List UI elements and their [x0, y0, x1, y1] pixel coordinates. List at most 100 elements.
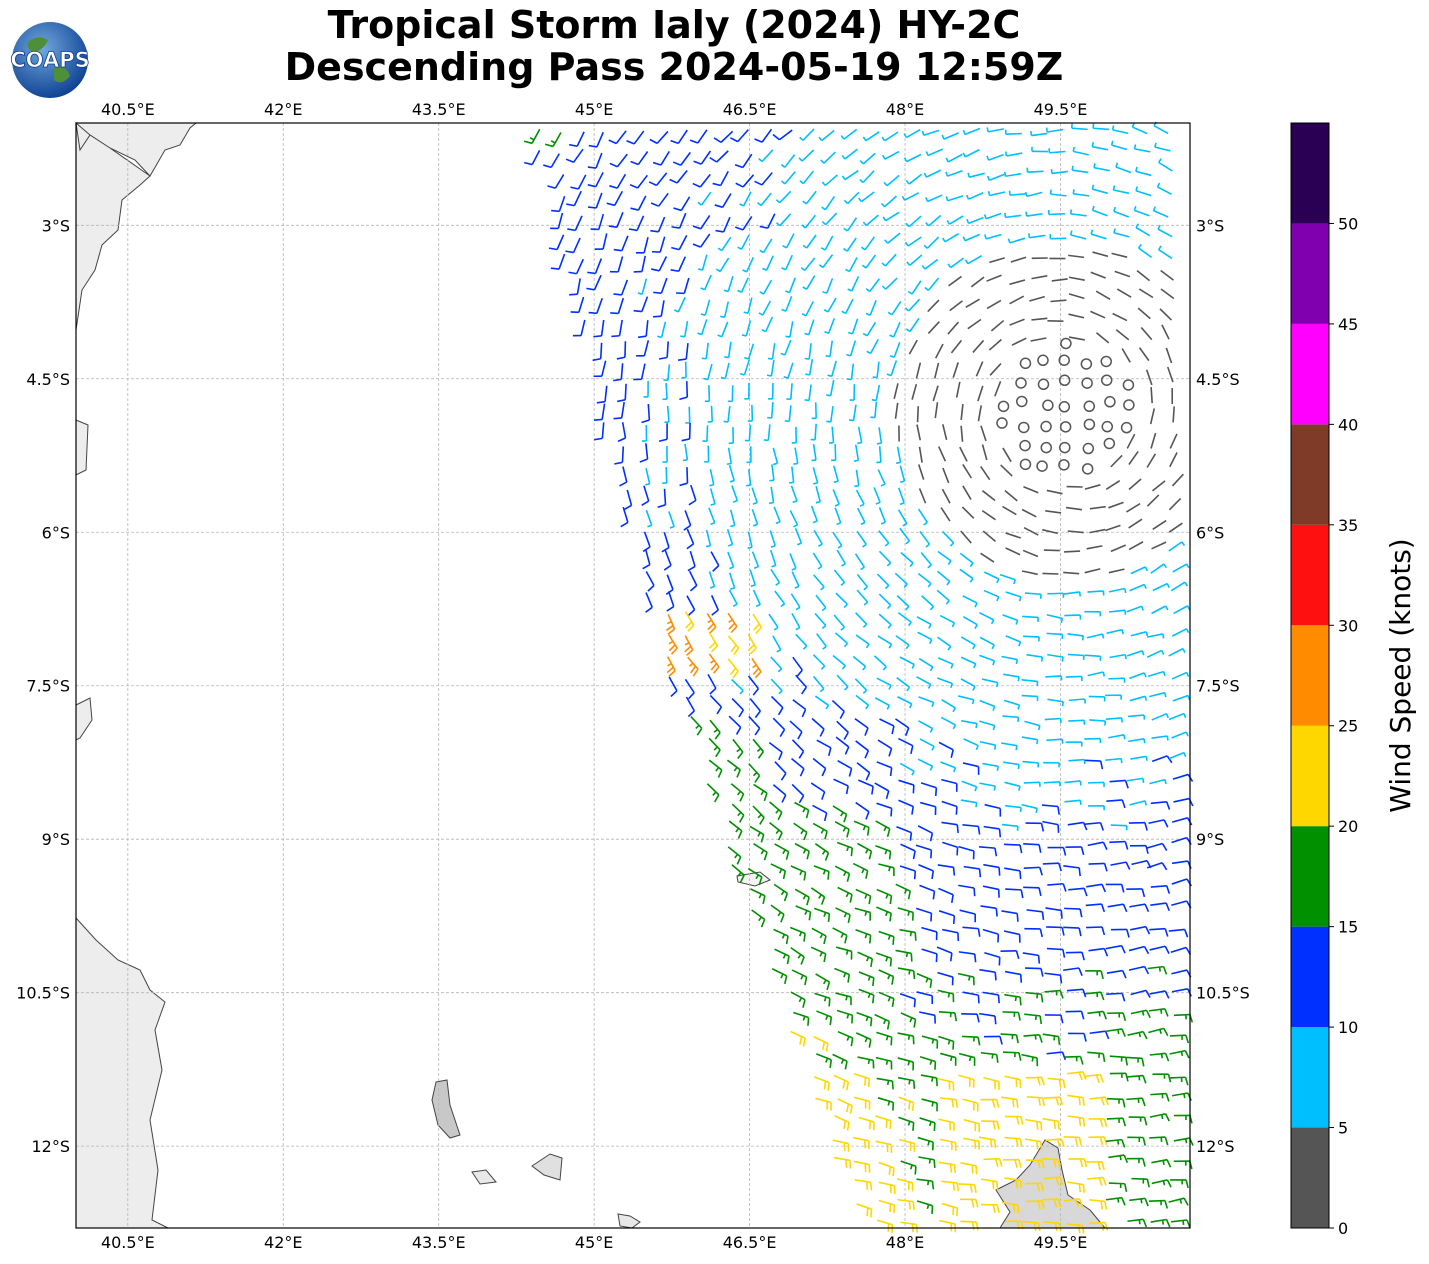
wind-barb [671, 235, 688, 251]
wind-barb [1171, 473, 1184, 487]
wind-barb [1126, 1097, 1146, 1107]
wind-barb [1022, 760, 1040, 768]
wind-barb [875, 844, 892, 860]
wind-barb [994, 381, 1002, 397]
wind-barb [986, 153, 1004, 161]
wind-barb [1021, 570, 1038, 576]
wind-barb [572, 319, 586, 337]
lat-tick-label-left: 10.5°S [16, 984, 70, 1003]
wind-barb [717, 321, 729, 338]
wind-barb [1051, 278, 1068, 282]
calm-wind-marker [1103, 437, 1116, 450]
wind-barb [919, 530, 931, 548]
wind-barb [692, 215, 711, 230]
wind-barb [1150, 800, 1171, 810]
calm-wind-marker [1083, 418, 1096, 431]
wind-barb [633, 296, 649, 313]
wind-barb [933, 362, 940, 379]
wind-barb [793, 1011, 810, 1026]
wind-barb [593, 360, 607, 378]
wind-barb [896, 595, 910, 611]
wind-barb [878, 550, 892, 567]
wind-barb [727, 658, 739, 679]
wind-barb [826, 405, 834, 423]
wind-barb [962, 1035, 981, 1046]
wind-barb [1084, 568, 1101, 574]
wind-barb [858, 988, 875, 1004]
wind-barb [1004, 490, 1018, 502]
wind-barb [1112, 312, 1128, 322]
wind-barb [752, 805, 765, 825]
colorbar-bin [1291, 1127, 1329, 1228]
wind-barb [780, 339, 792, 356]
wind-barb [783, 362, 794, 379]
wind-barb [1169, 452, 1178, 468]
wind-barb [1091, 142, 1109, 151]
wind-barb [1126, 605, 1144, 613]
wind-barb [854, 612, 868, 628]
wind-barb [982, 928, 1000, 943]
wind-barb [1126, 1056, 1145, 1067]
wind-barb [550, 253, 566, 270]
wind-barb [771, 968, 788, 985]
wind-barb [972, 339, 985, 353]
wind-barb [1090, 271, 1106, 279]
colorbar-tick-label: 15 [1338, 918, 1358, 937]
wind-barb [1129, 903, 1150, 913]
wind-barb [899, 993, 916, 1008]
wind-barb [872, 361, 880, 379]
wind-barb [833, 778, 849, 795]
grande-comore-island [431, 1079, 461, 1139]
wind-barb [1047, 698, 1064, 707]
wind-barb [879, 718, 895, 735]
wind-barb [773, 506, 781, 525]
wind-barb [636, 340, 650, 357]
colorbar-tick-label: 10 [1338, 1018, 1358, 1037]
wind-barb [714, 193, 732, 209]
wind-barb [941, 132, 959, 140]
wind-barb [1089, 505, 1106, 510]
wind-barb [766, 359, 775, 377]
wind-barb [965, 191, 984, 200]
wind-barb [1026, 1159, 1045, 1169]
wind-barb [1065, 741, 1083, 747]
wind-barb [737, 277, 749, 293]
wind-barb [848, 404, 857, 422]
wind-barb [811, 443, 817, 462]
wind-barb [1095, 332, 1110, 344]
wind-barb [1066, 1223, 1085, 1234]
wind-barb [1150, 1092, 1170, 1102]
wind-barb [900, 552, 914, 568]
wind-barb [1128, 518, 1143, 529]
wind-barb [889, 341, 901, 359]
wind-barb [812, 467, 819, 485]
wind-barb [887, 300, 902, 316]
wind-barb [852, 862, 869, 879]
wind-barb [731, 678, 744, 695]
lat-tick-label-left: 9°S [42, 830, 70, 849]
wind-barb [1084, 759, 1104, 770]
wind-barb [919, 1056, 937, 1070]
wind-barb [1171, 671, 1190, 680]
wind-barb [858, 1116, 875, 1131]
wind-barb [1022, 952, 1041, 964]
wind-barb [920, 552, 932, 569]
wind-barb [1009, 318, 1025, 326]
wind-barb [1146, 633, 1165, 639]
wind-barb [1172, 406, 1175, 423]
wind-barb [811, 717, 825, 737]
wind-barb [744, 382, 750, 400]
wind-barb [588, 297, 603, 315]
wind-barb [703, 363, 713, 381]
wind-barb [790, 593, 801, 611]
wind-barb [1005, 888, 1024, 899]
wind-barb [987, 190, 1006, 197]
wind-barb [1005, 591, 1022, 602]
colorbar-bin [1291, 926, 1329, 1028]
wind-barb [1003, 673, 1020, 682]
wind-barb [816, 739, 832, 756]
wind-barb [1050, 299, 1067, 303]
wind-barb [1003, 699, 1021, 710]
wind-barb [1173, 605, 1191, 615]
wind-barb [683, 510, 692, 531]
